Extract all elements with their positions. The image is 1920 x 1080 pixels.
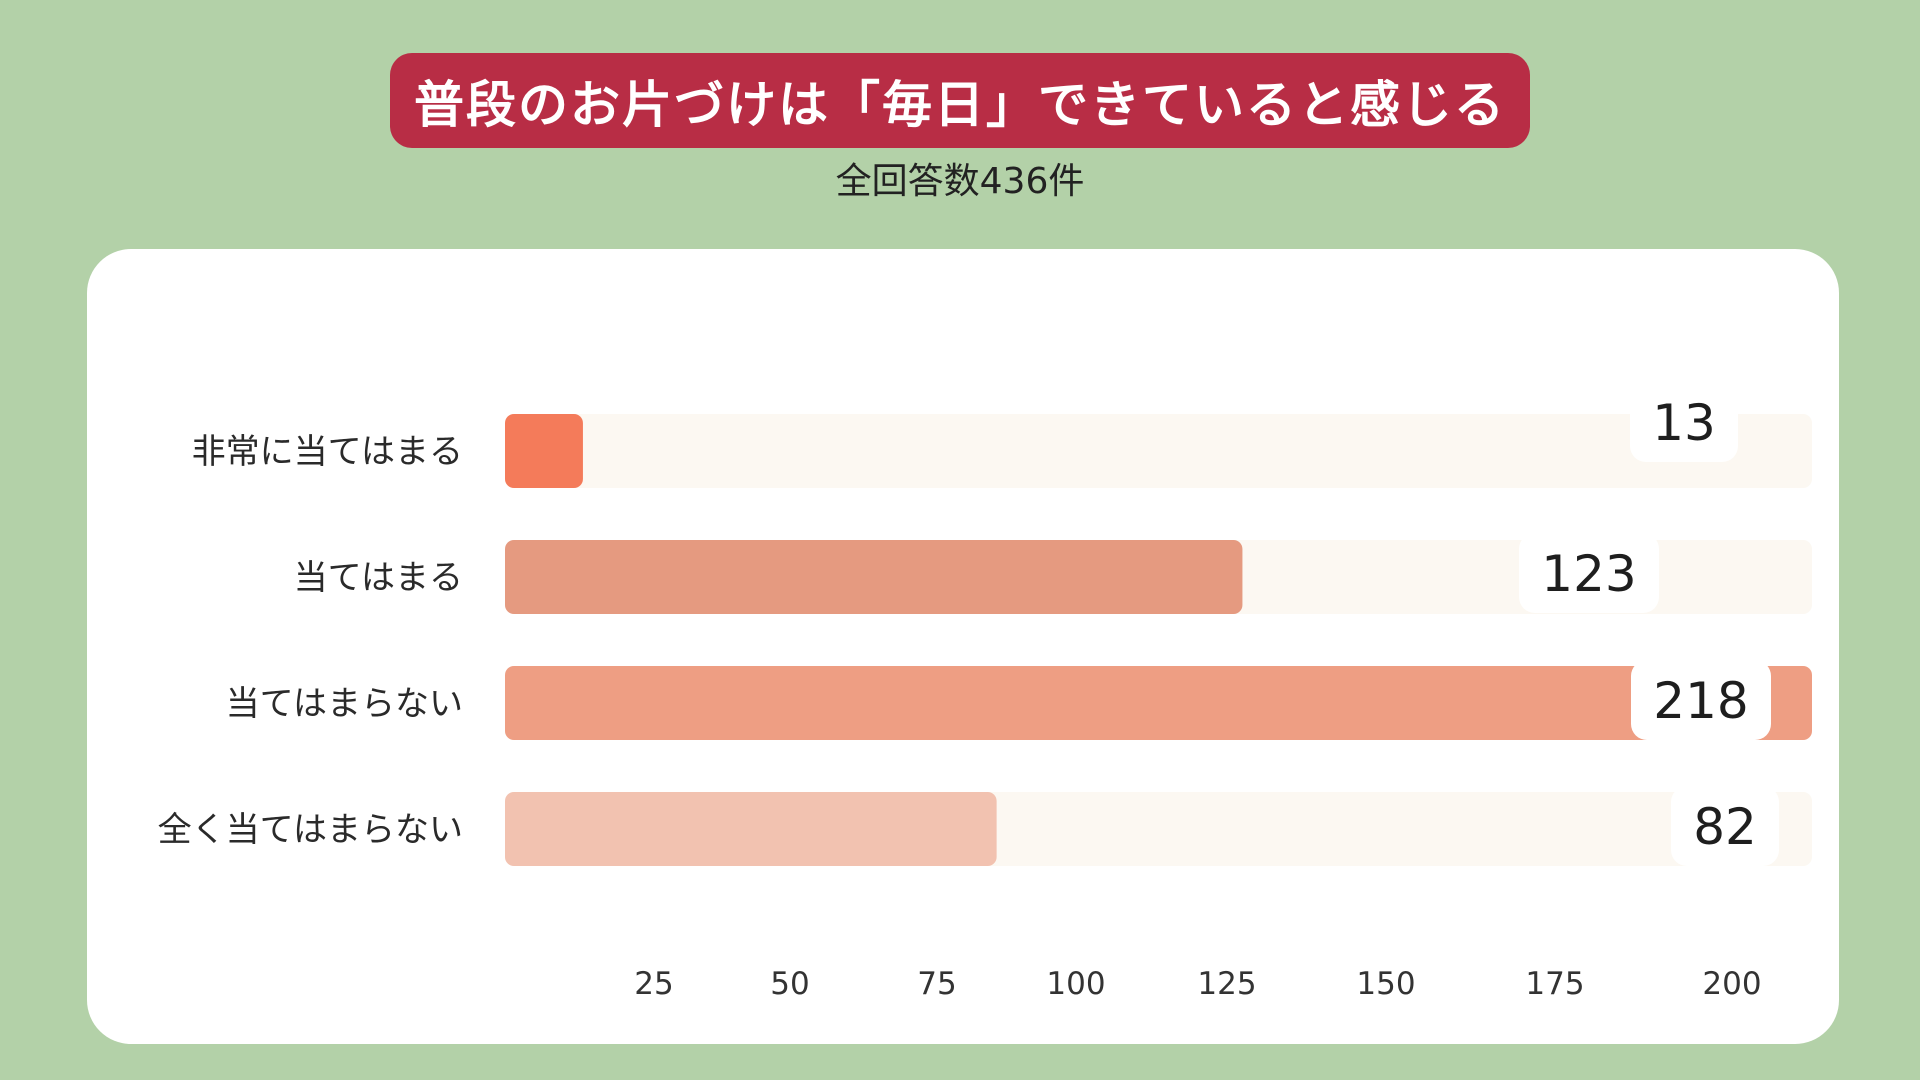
x-tick-label: 100 <box>1046 966 1105 1002</box>
x-tick-label: 200 <box>1702 966 1761 1002</box>
value-bubble <box>1631 660 1771 740</box>
bar <box>505 792 997 866</box>
x-tick-label: 25 <box>634 966 673 1002</box>
chart-title: 普段のお片づけは「毎日」できていると感じる <box>414 75 1506 134</box>
x-tick-label: 150 <box>1356 966 1415 1002</box>
bar <box>505 666 1812 740</box>
value-label: 218 <box>1653 672 1748 730</box>
value-bubble <box>1630 382 1738 462</box>
value-bubble <box>1519 533 1659 613</box>
bar <box>505 540 1243 614</box>
chart-card: 非常に当てはまる当てはまる当てはまらない全く当てはまらない 13 123 218 82 2… <box>87 249 1839 1044</box>
value-bubble <box>1671 786 1779 866</box>
category-label: 当てはまらない <box>226 684 463 724</box>
category-label: 当てはまる <box>294 558 463 598</box>
bar <box>505 414 583 488</box>
chart-subtitle: 全回答数436件 <box>835 161 1085 202</box>
title-banner: 普段のお片づけは「毎日」できていると感じる <box>390 53 1530 148</box>
x-tick-label: 75 <box>917 966 956 1002</box>
x-tick-label: 50 <box>770 966 809 1002</box>
bar-track <box>505 414 1812 488</box>
x-tick-label: 175 <box>1525 966 1584 1002</box>
value-label: 82 <box>1693 798 1757 856</box>
category-label: 全く当てはまらない <box>158 810 463 850</box>
value-label: 123 <box>1541 545 1636 603</box>
category-label: 非常に当てはまる <box>192 432 463 472</box>
value-label: 13 <box>1652 394 1716 452</box>
x-tick-label: 125 <box>1197 966 1256 1002</box>
